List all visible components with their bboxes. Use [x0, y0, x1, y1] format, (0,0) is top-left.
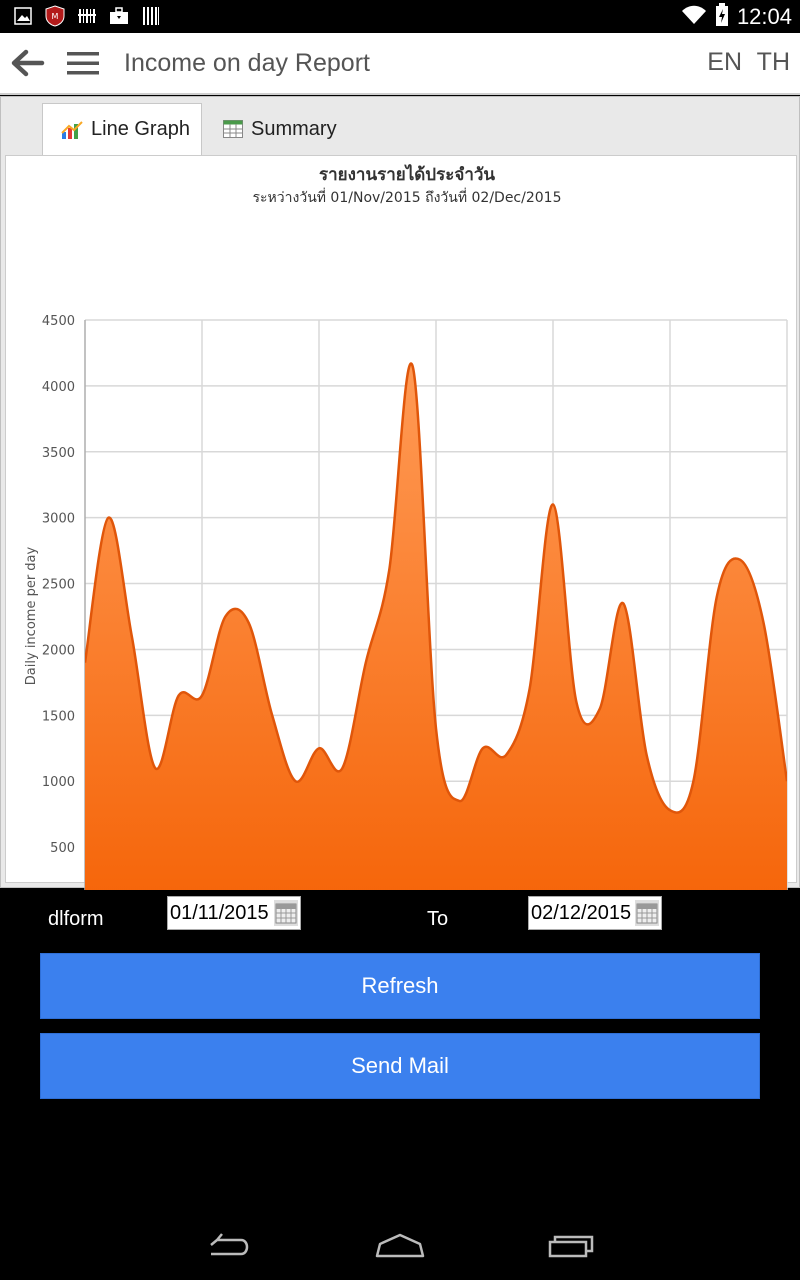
from-date-value: 01/11/2015	[170, 902, 269, 924]
wifi-icon	[681, 4, 707, 30]
date-range-form: dlform 01/11/2015 To 02/12/2015	[0, 892, 800, 942]
report-panel: Line Graph Summary รายงานรายได้ประจำวั	[0, 96, 800, 890]
shield-icon: M	[44, 5, 66, 27]
status-bar: M 12:04	[0, 0, 800, 33]
svg-text:M: M	[52, 12, 59, 21]
system-nav-bar	[0, 1200, 800, 1280]
y-tick-label: 4000	[42, 380, 75, 395]
y-tick-label: 3000	[42, 512, 75, 527]
income-chart: รายงานรายได้ประจำวัน ระหว่างวันที่ 01/No…	[24, 164, 788, 890]
refresh-button[interactable]: Refresh	[40, 953, 760, 1019]
series-area	[85, 363, 787, 890]
y-tick-label: 1000	[42, 775, 75, 790]
to-date-value: 02/12/2015	[531, 902, 632, 924]
calendar-icon[interactable]	[274, 900, 298, 926]
app-bar: Income on day Report EN TH	[0, 33, 800, 95]
chart-ticks: 0500100015002000250030003500400045001-No…	[42, 314, 75, 856]
y-tick-label: 2500	[42, 578, 75, 593]
to-label: To	[427, 908, 449, 930]
y-axis-label: Daily income per day	[24, 546, 39, 685]
y-tick-label: 1500	[42, 709, 75, 724]
tab-label: Line Graph	[91, 118, 190, 140]
status-time: 12:04	[736, 4, 792, 29]
send-mail-button[interactable]: Send Mail	[40, 1033, 760, 1099]
back-arrow-icon	[11, 49, 45, 77]
nav-recents-icon[interactable]	[546, 1230, 596, 1260]
y-tick-label: 500	[50, 841, 75, 856]
tab-summary[interactable]: Summary	[223, 103, 337, 155]
chart-series	[85, 362, 787, 890]
menu-button[interactable]	[64, 46, 102, 80]
table-icon	[223, 120, 243, 138]
back-button[interactable]	[8, 45, 48, 81]
line-graph-icon	[61, 120, 83, 139]
tab-line-graph[interactable]: Line Graph	[42, 103, 202, 155]
calendar-icon[interactable]	[635, 900, 659, 926]
image-icon	[12, 5, 34, 27]
language-th-button[interactable]: TH	[756, 48, 790, 76]
briefcase-icon	[108, 5, 130, 27]
barcode-icon	[76, 5, 98, 27]
hamburger-menu-icon	[67, 52, 99, 75]
y-tick-label: 4500	[42, 314, 75, 329]
nav-home-icon[interactable]	[374, 1230, 426, 1260]
series-line	[85, 362, 787, 814]
chart-subtitle: ระหว่างวันที่ 01/Nov/2015 ถึงวันที่ 02/D…	[253, 188, 562, 206]
chart-title: รายงานรายได้ประจำวัน	[319, 164, 495, 185]
y-tick-label: 2000	[42, 643, 75, 658]
y-tick-label: 3500	[42, 446, 75, 461]
tab-label: Summary	[251, 117, 337, 140]
page-title: Income on day Report	[124, 49, 370, 77]
barcode-icon	[140, 5, 162, 27]
nav-back-icon[interactable]	[205, 1230, 255, 1260]
to-date-input[interactable]: 02/12/2015	[528, 896, 662, 930]
language-en-button[interactable]: EN	[707, 48, 742, 76]
from-label: dlform	[48, 908, 104, 930]
chart-container: รายงานรายได้ประจำวัน ระหว่างวันที่ 01/No…	[5, 155, 797, 890]
from-date-input[interactable]: 01/11/2015	[167, 896, 301, 930]
battery-icon	[715, 3, 729, 31]
